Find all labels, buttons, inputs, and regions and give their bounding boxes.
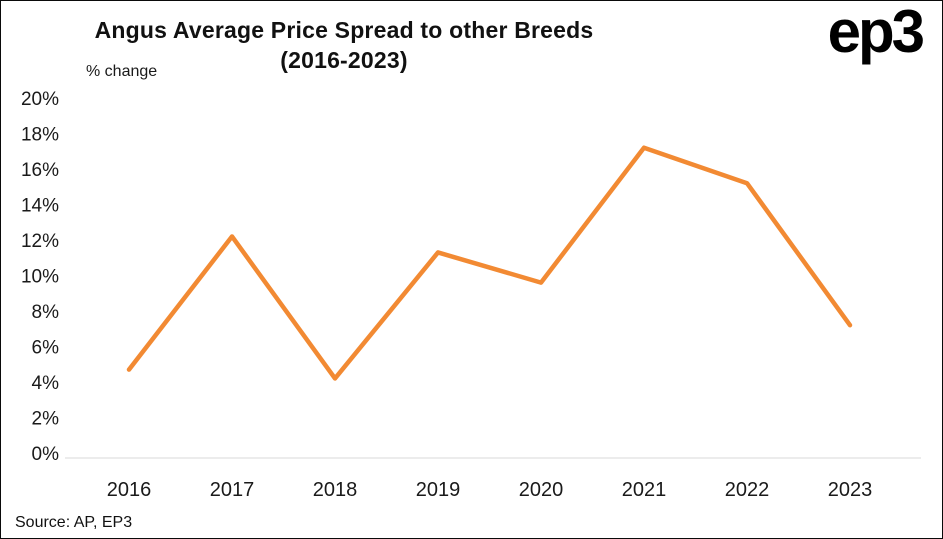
y-axis-label: % change xyxy=(86,63,158,80)
y-tick-label: 10% xyxy=(21,267,59,288)
x-tick-label: 2016 xyxy=(107,479,152,501)
chart-title: Angus Average Price Spread to other Bree… xyxy=(19,15,669,75)
y-tick-label: 20% xyxy=(21,89,59,110)
y-tick-label: 0% xyxy=(32,444,60,465)
y-tick-label: 8% xyxy=(32,302,60,323)
chart-title-line2: (2016-2023) xyxy=(280,47,408,73)
y-tick-label: 16% xyxy=(21,160,59,181)
x-tick-label: 2018 xyxy=(313,479,358,501)
y-axis-ticks: 0% 2% 4% 6% 8% 10% 12% 14% 16% 18% 20% xyxy=(21,89,59,465)
y-tick-label: 14% xyxy=(21,196,59,217)
source-note: Source: AP, EP3 xyxy=(15,514,133,531)
y-tick-label: 6% xyxy=(32,338,60,359)
x-tick-label: 2021 xyxy=(622,479,667,501)
x-tick-label: 2023 xyxy=(828,479,873,501)
x-tick-label: 2017 xyxy=(210,479,255,501)
x-axis-ticks: 2016 2017 2018 2019 2020 2021 2022 2023 xyxy=(107,479,873,501)
x-tick-label: 2019 xyxy=(416,479,461,501)
y-tick-label: 4% xyxy=(32,373,60,394)
x-tick-label: 2022 xyxy=(725,479,770,501)
chart-title-line1: Angus Average Price Spread to other Bree… xyxy=(94,17,594,43)
y-tick-label: 2% xyxy=(32,409,60,430)
y-tick-label: 18% xyxy=(21,125,59,146)
x-tick-label: 2020 xyxy=(519,479,564,501)
brand-logo: ep3 xyxy=(827,0,925,65)
price-spread-line xyxy=(126,145,853,381)
y-tick-label: 12% xyxy=(21,231,59,252)
